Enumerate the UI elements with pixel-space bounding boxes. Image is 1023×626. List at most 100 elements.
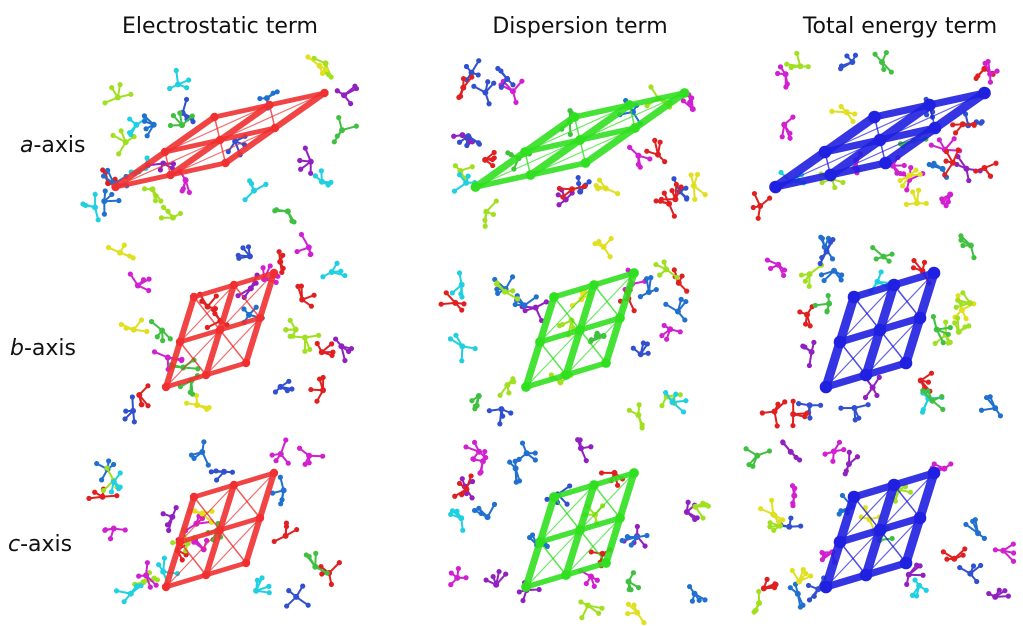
framework-node <box>615 313 625 323</box>
atom <box>663 302 668 307</box>
column-title: Total energy term <box>803 14 997 39</box>
atom <box>270 452 275 457</box>
atom <box>92 204 98 210</box>
framework-node <box>271 124 279 132</box>
atom <box>122 416 127 421</box>
atom <box>973 168 978 173</box>
atom <box>853 417 858 422</box>
atom <box>918 172 923 177</box>
atom <box>819 550 824 555</box>
atom <box>960 290 965 295</box>
atom <box>306 603 311 608</box>
atom <box>931 314 936 319</box>
atom <box>948 461 953 466</box>
atom <box>161 511 166 516</box>
atom <box>588 574 594 580</box>
atom <box>284 521 289 526</box>
atom <box>804 312 810 318</box>
framework-node <box>589 480 599 490</box>
atom <box>122 243 127 248</box>
atom <box>500 414 505 419</box>
atom <box>980 119 985 124</box>
atom <box>515 296 520 301</box>
atom <box>951 556 957 562</box>
atom <box>544 299 549 304</box>
atom <box>459 282 465 288</box>
atom <box>206 462 211 467</box>
atom <box>648 84 653 89</box>
atom <box>839 272 844 277</box>
atom <box>169 514 175 520</box>
atom <box>679 184 684 189</box>
atom <box>513 302 518 307</box>
atom <box>278 384 284 390</box>
atom <box>279 270 284 275</box>
atom <box>978 563 983 568</box>
atom <box>473 346 478 351</box>
atom <box>506 390 511 395</box>
framework-node <box>230 481 238 489</box>
atom <box>767 196 772 201</box>
atom <box>880 254 886 260</box>
atom <box>221 469 227 475</box>
atom <box>582 184 587 189</box>
atom <box>483 209 489 215</box>
atom <box>963 522 968 527</box>
atom <box>890 536 895 541</box>
atom <box>771 528 776 533</box>
atom <box>104 465 109 470</box>
atom <box>491 574 496 579</box>
atom <box>688 172 693 177</box>
atom <box>652 138 657 143</box>
atom <box>313 551 318 556</box>
atom <box>788 515 793 520</box>
atom <box>958 300 963 305</box>
atom <box>943 319 948 324</box>
atom <box>564 502 569 507</box>
atom <box>874 393 879 398</box>
atom <box>654 198 659 203</box>
atom <box>690 106 696 112</box>
atom <box>145 133 150 138</box>
atom <box>106 245 111 250</box>
framework-node <box>216 526 224 534</box>
atom <box>273 389 278 394</box>
atom <box>111 462 116 467</box>
framework-node <box>914 512 927 525</box>
framework-node <box>210 113 218 121</box>
atom <box>102 100 107 105</box>
atom <box>800 344 805 349</box>
atom <box>341 92 347 98</box>
atom <box>786 524 792 530</box>
atom <box>686 500 691 505</box>
atom <box>93 192 98 197</box>
atom <box>828 240 833 245</box>
atom <box>764 577 769 582</box>
atom <box>354 124 359 129</box>
atom <box>143 126 148 131</box>
framework-node <box>928 267 941 280</box>
atom <box>659 333 664 338</box>
atom <box>165 209 170 214</box>
atom <box>662 323 667 328</box>
atom <box>916 188 921 193</box>
atom <box>155 334 160 339</box>
atom <box>807 597 812 602</box>
atom <box>352 84 357 89</box>
atom <box>647 156 652 161</box>
atom <box>288 318 293 323</box>
atom <box>635 412 641 418</box>
framework-node <box>874 324 887 337</box>
atom <box>459 132 465 138</box>
atom <box>131 327 137 333</box>
atom <box>319 179 325 185</box>
atom <box>824 248 830 254</box>
framework-node <box>575 325 585 335</box>
atom <box>109 85 114 90</box>
framework-node <box>860 369 873 382</box>
atom <box>308 171 313 176</box>
atom <box>964 316 969 321</box>
atom <box>870 245 875 250</box>
atom <box>955 293 960 298</box>
framework-node <box>549 492 559 502</box>
